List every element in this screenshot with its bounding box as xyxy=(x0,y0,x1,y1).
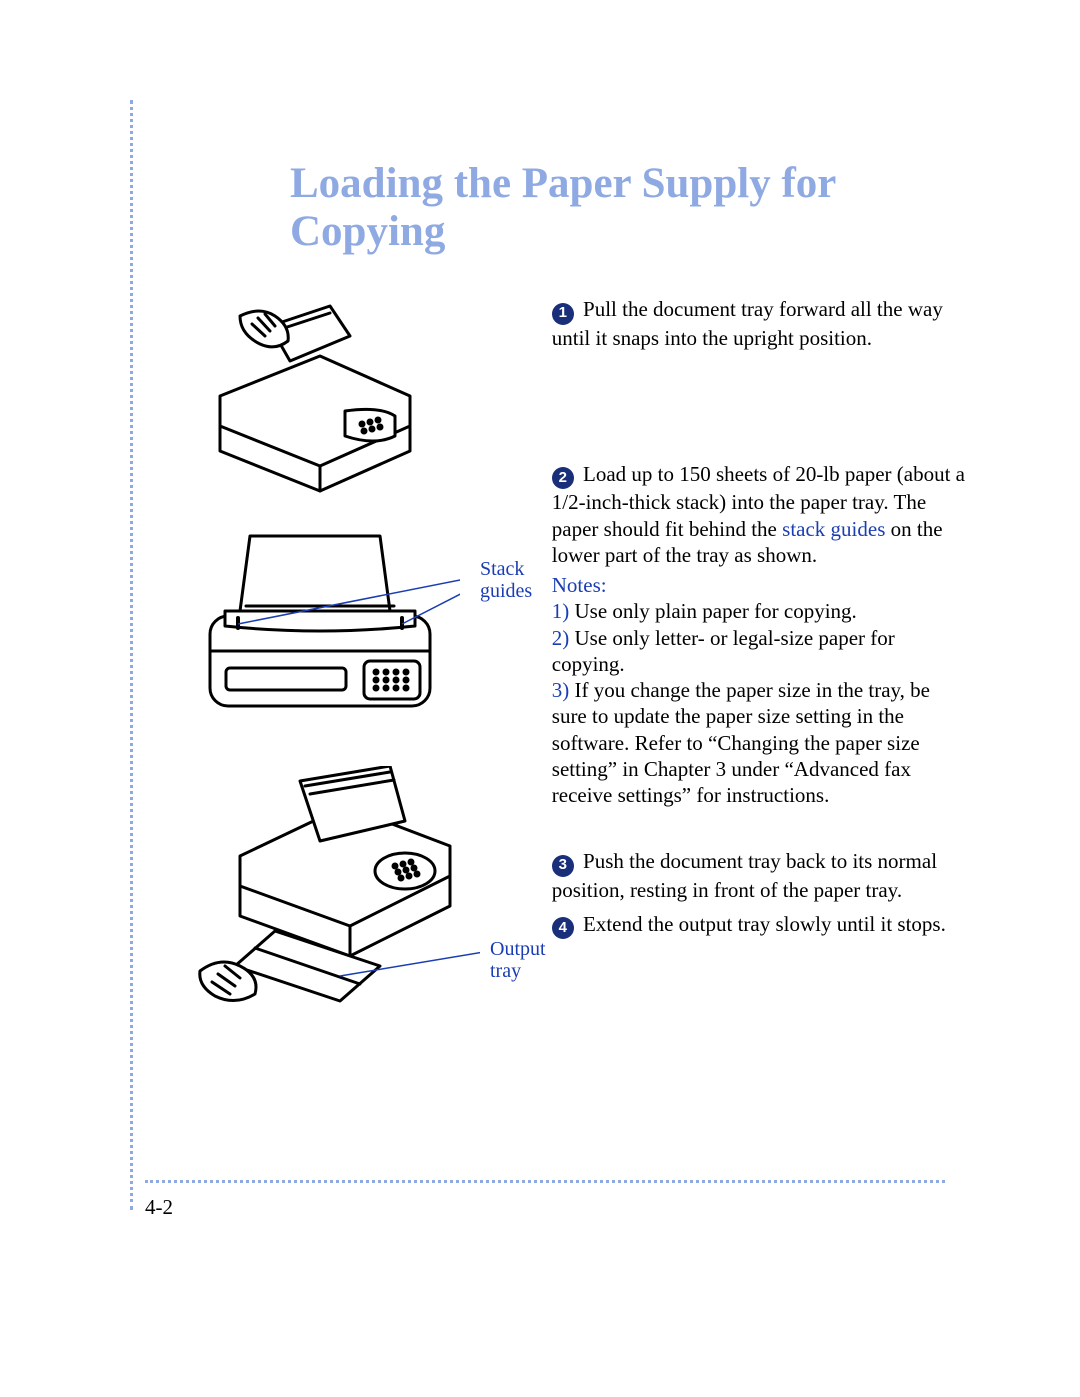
step-2: 2 Load up to 150 sheets of 20-lb paper (… xyxy=(552,461,970,568)
page-title: Loading the Paper Supply for Copying xyxy=(290,160,970,256)
text-column: 1 Pull the document tray forward all the… xyxy=(552,296,970,1046)
illustration-column: Stack guides xyxy=(180,296,552,1046)
printer-tray-up-icon xyxy=(180,296,440,496)
dotted-rule-horizontal xyxy=(145,1180,945,1183)
printer-load-paper-icon xyxy=(180,516,460,736)
step-badge-3: 3 xyxy=(552,855,574,877)
notes-label: Notes: xyxy=(552,573,607,597)
illustration-step-1 xyxy=(180,296,552,496)
step-badge-1: 1 xyxy=(552,303,574,325)
content-columns: Stack guides xyxy=(180,296,970,1046)
callout-output-tray: Output tray xyxy=(490,938,560,982)
note-1: 1) Use only plain paper for copying. xyxy=(552,598,970,624)
note-1-num: 1) xyxy=(552,599,570,623)
note-2-text: Use only letter- or legal-size paper for… xyxy=(552,626,895,676)
note-3: 3) If you change the paper size in the t… xyxy=(552,677,970,808)
note-1-text: Use only plain paper for copying. xyxy=(569,599,857,623)
note-3-num: 3) xyxy=(552,678,570,702)
note-3-text: If you change the paper size in the tray… xyxy=(552,678,930,807)
page-number: 4-2 xyxy=(145,1195,173,1220)
callout-stack-guides: Stack guides xyxy=(480,558,550,602)
page-content: Loading the Paper Supply for Copying xyxy=(130,100,970,1046)
illustration-step-2: Stack guides xyxy=(180,516,552,736)
step-1: 1 Pull the document tray forward all the… xyxy=(552,296,970,351)
illustration-step-3-4: Output tray xyxy=(180,766,552,1026)
printer-output-tray-icon xyxy=(180,766,480,1026)
step-badge-4: 4 xyxy=(552,917,574,939)
step-4: 4 Extend the output tray slowly until it… xyxy=(552,911,970,939)
note-2: 2) Use only letter- or legal-size paper … xyxy=(552,625,970,678)
step-2-link: stack guides xyxy=(782,517,885,541)
step-1-text: Pull the document tray forward all the w… xyxy=(552,297,943,349)
step-3-text: Push the document tray back to its norma… xyxy=(552,849,937,901)
note-2-num: 2) xyxy=(552,626,570,650)
step-4-text: Extend the output tray slowly until it s… xyxy=(578,912,946,936)
notes-heading: Notes: xyxy=(552,572,970,598)
step-badge-2: 2 xyxy=(552,467,574,489)
step-3: 3 Push the document tray back to its nor… xyxy=(552,848,970,903)
